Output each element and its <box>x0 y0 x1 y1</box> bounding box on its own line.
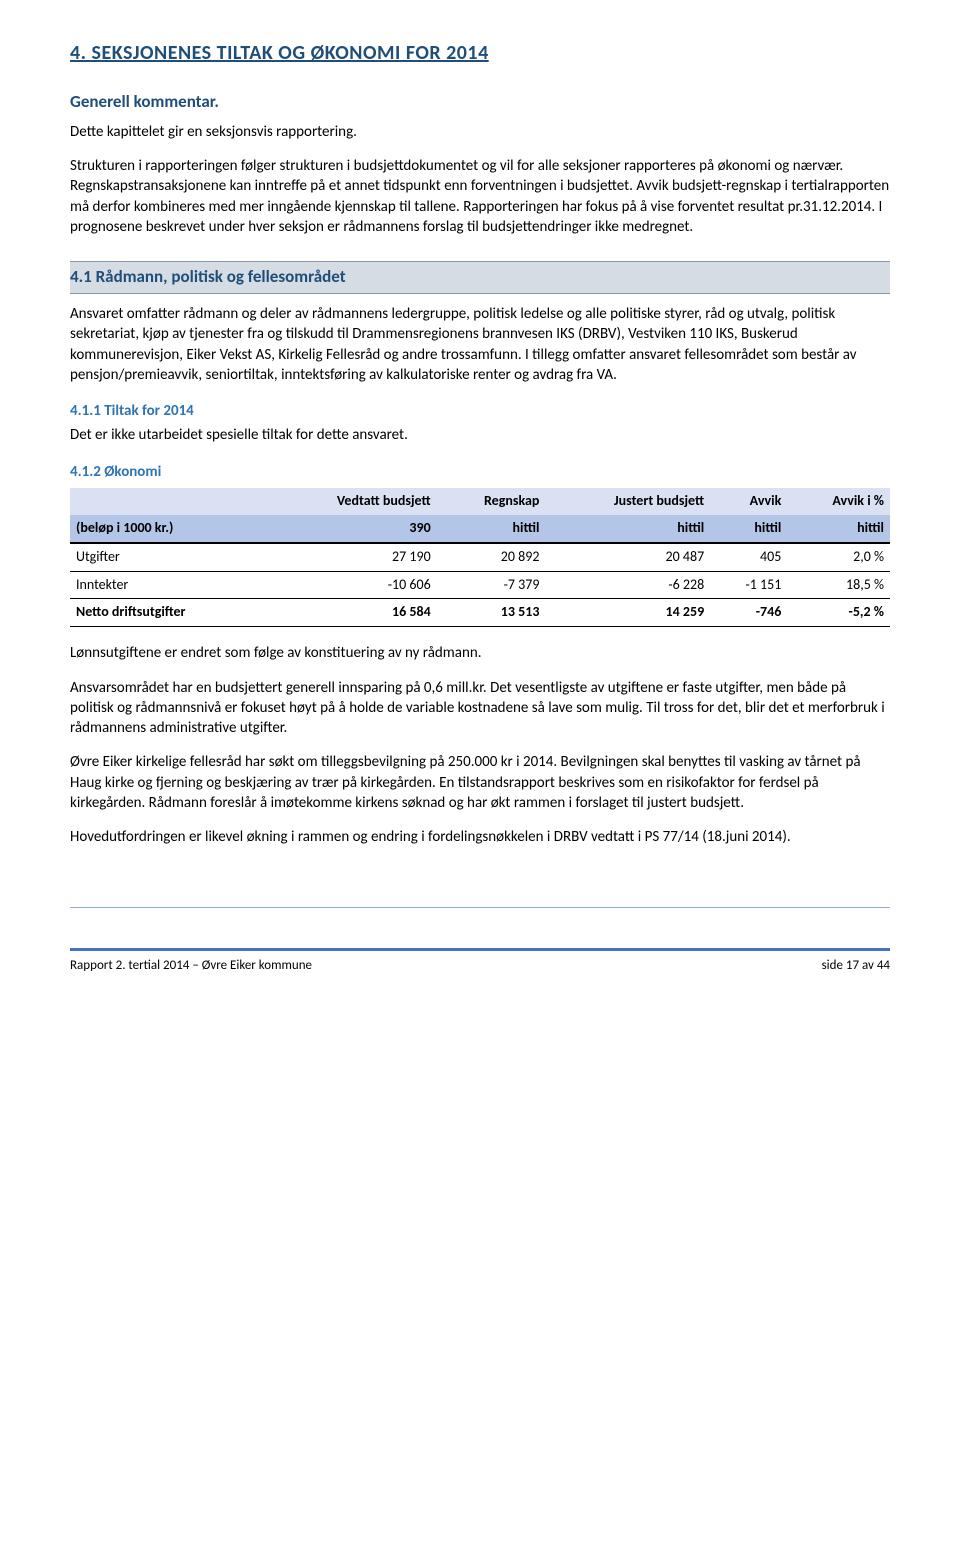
subheading-general: Generell kommentar. <box>70 91 890 114</box>
table-cell: 2,0 % <box>787 543 890 571</box>
footer: Rapport 2. tertial 2014 – Øvre Eiker kom… <box>70 907 890 975</box>
footer-left: Rapport 2. tertial 2014 – Øvre Eiker kom… <box>70 957 312 975</box>
table-cell: 16 584 <box>266 599 437 627</box>
table-cell: Inntekter <box>70 571 266 599</box>
table-header-cell: hittil <box>787 515 890 543</box>
paragraph: Strukturen i rapporteringen følger struk… <box>70 156 890 237</box>
economy-table: Vedtatt budsjett Regnskap Justert budsje… <box>70 488 890 627</box>
table-header-cell: hittil <box>545 515 710 543</box>
table-cell: 13 513 <box>437 599 546 627</box>
paragraph: Hovedutfordringen er likevel økning i ra… <box>70 827 890 847</box>
table-cell: 18,5 % <box>787 571 890 599</box>
table-row: Utgifter 27 190 20 892 20 487 405 2,0 % <box>70 543 890 571</box>
page-title: 4. SEKSJONENES TILTAK OG ØKONOMI FOR 201… <box>70 40 890 67</box>
paragraph: Det er ikke utarbeidet spesielle tiltak … <box>70 425 890 445</box>
table-header-cell: hittil <box>710 515 787 543</box>
table-cell: -7 379 <box>437 571 546 599</box>
footer-right: side 17 av 44 <box>822 957 890 975</box>
table-cell: Netto driftsutgifter <box>70 599 266 627</box>
paragraph: Ansvarsområdet har en budsjettert genere… <box>70 678 890 739</box>
table-cell: 20 487 <box>545 543 710 571</box>
table-cell: Utgifter <box>70 543 266 571</box>
table-row: Inntekter -10 606 -7 379 -6 228 -1 151 1… <box>70 571 890 599</box>
table-cell: 20 892 <box>437 543 546 571</box>
table-header-cell <box>70 488 266 515</box>
table-cell: -1 151 <box>710 571 787 599</box>
table-row: Netto driftsutgifter 16 584 13 513 14 25… <box>70 599 890 627</box>
table-header-cell: hittil <box>437 515 546 543</box>
paragraph: Dette kapittelet gir en seksjonsvis rapp… <box>70 122 890 142</box>
section-4-1-1-title: 4.1.1 Tiltak for 2014 <box>70 401 890 421</box>
table-cell: -6 228 <box>545 571 710 599</box>
table-header-cell: 390 <box>266 515 437 543</box>
paragraph: Ansvaret omfatter rådmann og deler av rå… <box>70 304 890 385</box>
table-header-cell: Vedtatt budsjett <box>266 488 437 515</box>
section-4-1-title: 4.1 Rådmann, politisk og fellesområdet <box>70 261 890 294</box>
paragraph: Lønnsutgiftene er endret som følge av ko… <box>70 643 890 663</box>
paragraph: Øvre Eiker kirkelige fellesråd har søkt … <box>70 752 890 813</box>
table-cell: 14 259 <box>545 599 710 627</box>
section-4-1-2-title: 4.1.2 Økonomi <box>70 462 890 482</box>
table-cell: -10 606 <box>266 571 437 599</box>
table-cell: 27 190 <box>266 543 437 571</box>
table-header-cell: (beløp i 1000 kr.) <box>70 515 266 543</box>
table-header-cell: Avvik <box>710 488 787 515</box>
table-cell: -746 <box>710 599 787 627</box>
table-cell: -5,2 % <box>787 599 890 627</box>
table-header-cell: Avvik i % <box>787 488 890 515</box>
table-header-cell: Regnskap <box>437 488 546 515</box>
table-header-cell: Justert budsjett <box>545 488 710 515</box>
table-cell: 405 <box>710 543 787 571</box>
